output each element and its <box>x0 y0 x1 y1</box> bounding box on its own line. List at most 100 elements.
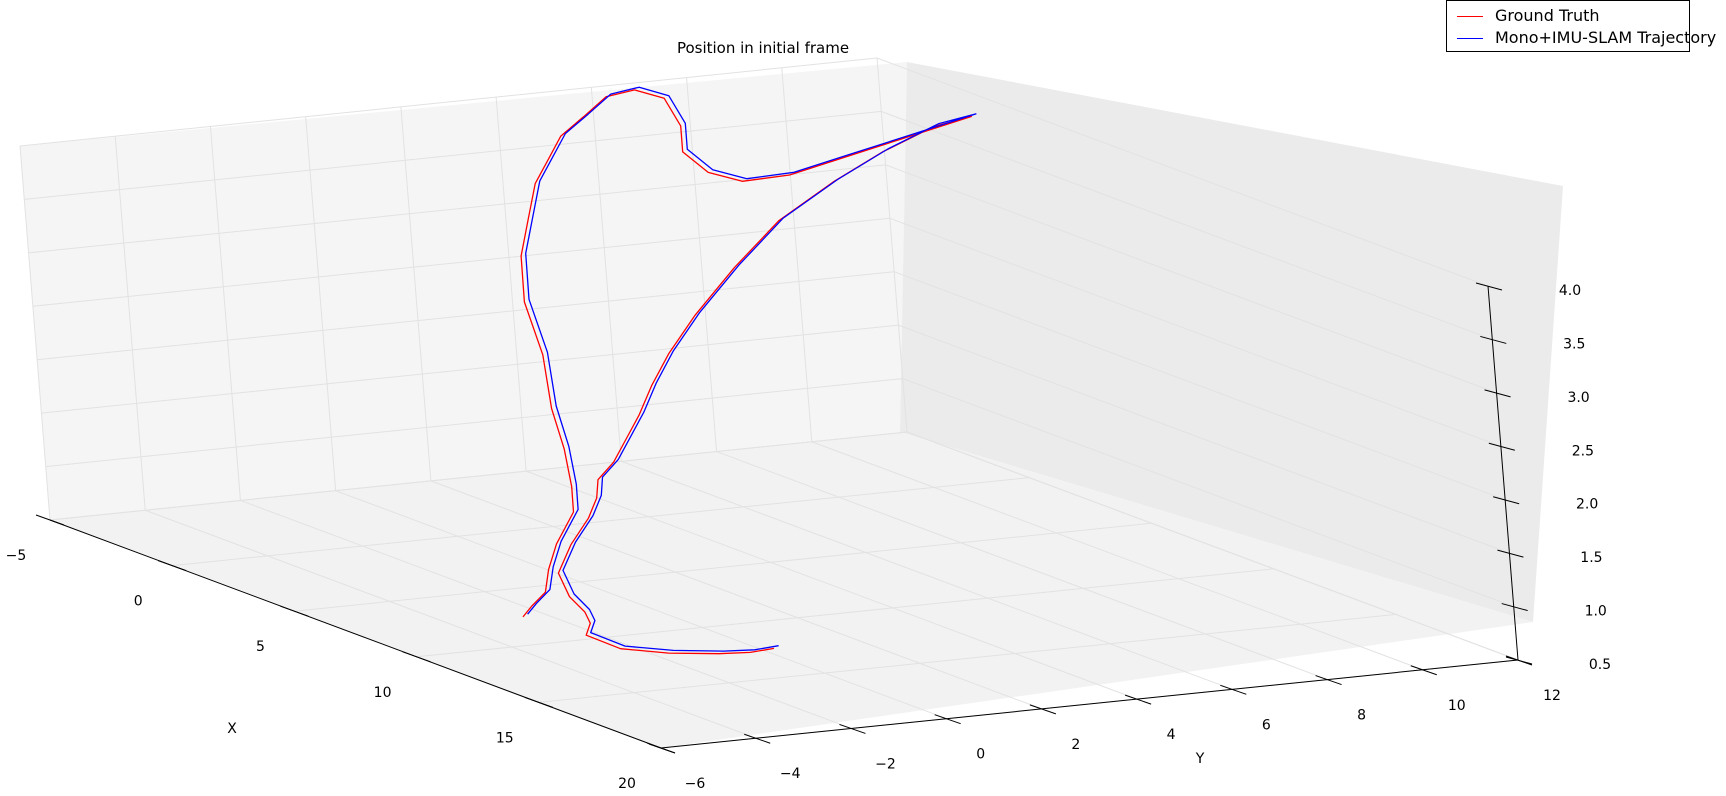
grid-line-y-wall <box>876 57 908 433</box>
x-tick-label: 0 <box>134 594 143 610</box>
z-tick <box>1475 282 1503 291</box>
grid-line-y-wall <box>495 97 527 472</box>
grid-line-z-left-wall <box>19 57 878 147</box>
grid-line-y-floor <box>145 509 757 739</box>
z-tick-label: 1.5 <box>1580 550 1602 566</box>
grid-line-z-left-wall <box>24 110 882 200</box>
legend-item-ground-truth: Ground Truth <box>1447 5 1689 27</box>
legend-label-ground-truth: Ground Truth <box>1495 6 1600 25</box>
grid-line-x-floor <box>294 522 1152 612</box>
z-tick <box>1505 656 1533 665</box>
grid-line-y-wall <box>781 67 813 442</box>
series-ground-truth-line <box>520 89 972 655</box>
y-tick-label: 12 <box>1543 688 1561 704</box>
z-tick-label: 4.0 <box>1559 283 1581 299</box>
y-axis-label: Y <box>1195 751 1205 767</box>
grid-line-z-left-wall <box>37 271 895 361</box>
x-tick <box>280 605 309 617</box>
y-tick-label: 2 <box>1071 737 1080 753</box>
grid-line-y-wall <box>400 106 432 481</box>
y-tick-label: −2 <box>875 756 896 772</box>
x-tick <box>402 651 431 663</box>
y-axis-line <box>660 659 1519 749</box>
y-tick-label: 6 <box>1262 717 1271 733</box>
z-axis-line <box>1487 285 1519 661</box>
x-tick <box>524 696 553 708</box>
grid-line-y-wall <box>590 87 622 462</box>
grid-line-y-floor <box>335 490 947 720</box>
chart-title: Position in initial frame <box>677 39 849 57</box>
axes: −5 0 5 10 15 20 −6 −4 −2 0 2 4 6 8 10 12 0.5 1.0 1.5 2.0 2.5… <box>6 282 1611 792</box>
grid-line-y-floor <box>621 460 1233 690</box>
z-tick <box>1501 603 1528 612</box>
z-tick-label: 0.5 <box>1589 657 1611 673</box>
x-tick <box>158 560 187 572</box>
grid-line-x-floor <box>172 477 1030 567</box>
back-pane-left <box>20 62 907 520</box>
z-tick <box>1480 335 1507 344</box>
grid-line-y-wall <box>114 136 146 511</box>
grid-line-z-left-wall <box>49 431 908 521</box>
y-tick <box>1124 694 1152 705</box>
grid-line-y-floor <box>811 441 1423 671</box>
grid-line-x-floor <box>416 568 1274 658</box>
grid-line-z-right-wall <box>902 378 1514 608</box>
grid-line-z-left-wall <box>32 217 890 307</box>
trajectory-series <box>520 86 977 655</box>
z-tick-label: 3.0 <box>1567 390 1589 406</box>
y-tick-label: 0 <box>976 747 985 763</box>
grid-line-y-floor <box>525 470 1138 700</box>
grid-line-z-left-wall <box>28 164 886 254</box>
x-tick-label: 5 <box>256 639 265 655</box>
y-tick-label: −4 <box>780 766 801 782</box>
z-tick <box>1497 549 1524 558</box>
grid-line-z-right-wall <box>876 57 1489 287</box>
y-tick-label: 8 <box>1357 708 1366 724</box>
back-pane-right <box>900 62 1563 622</box>
y-tick-label: 10 <box>1448 698 1466 714</box>
y-tick <box>1315 675 1342 686</box>
legend: Ground Truth Mono+IMU-SLAM Trajectory <box>1446 0 1716 52</box>
grid-line-z-right-wall <box>889 217 1502 447</box>
grid-line-y-wall <box>209 126 241 501</box>
y-tick <box>1220 684 1247 695</box>
legend-swatch-ground-truth <box>1457 16 1483 17</box>
x-tick-label: 20 <box>618 776 636 792</box>
x-axis-line <box>49 519 662 749</box>
grid-line-y-floor <box>240 499 852 729</box>
floor-pane <box>50 432 1533 748</box>
y-tick-label: −6 <box>685 776 706 792</box>
z-tick <box>1493 496 1520 505</box>
grid-line-y-wall <box>686 77 718 452</box>
legend-item-slam-trajectory: Mono+IMU-SLAM Trajectory <box>1447 27 1716 49</box>
legend-swatch-slam-trajectory <box>1457 38 1483 39</box>
legend-label-slam-trajectory: Mono+IMU-SLAM Trajectory <box>1495 28 1717 47</box>
x-tick <box>35 514 65 526</box>
y-tick <box>648 743 676 754</box>
z-tick <box>1484 389 1511 398</box>
grid-line-y-wall <box>305 116 337 491</box>
grid-line-z-left-wall <box>45 378 903 468</box>
grid-line-y-floor <box>430 480 1043 710</box>
x-axis-label: X <box>227 721 237 737</box>
x-tick-label: −5 <box>6 548 27 564</box>
grid-line-z-right-wall <box>898 324 1510 554</box>
y-tick-label: 4 <box>1167 727 1176 743</box>
grid-line-x-floor <box>538 613 1396 703</box>
x-tick-label: 10 <box>374 685 392 701</box>
grid-line-z-left-wall <box>41 324 899 414</box>
z-tick <box>1488 442 1515 451</box>
y-tick <box>1029 704 1057 715</box>
y-tick <box>934 714 961 725</box>
z-tick-label: 2.5 <box>1572 443 1594 459</box>
grid-line-z-right-wall <box>893 271 1506 501</box>
y-tick <box>839 723 866 734</box>
grid-line-z-right-wall <box>885 164 1497 394</box>
grid-line-y-wall <box>19 145 51 521</box>
grid-line-y-floor <box>716 451 1328 681</box>
z-tick-label: 2.0 <box>1576 497 1598 513</box>
z-tick-label: 1.0 <box>1585 604 1607 620</box>
y-tick <box>1410 665 1437 676</box>
y-tick <box>744 733 771 744</box>
